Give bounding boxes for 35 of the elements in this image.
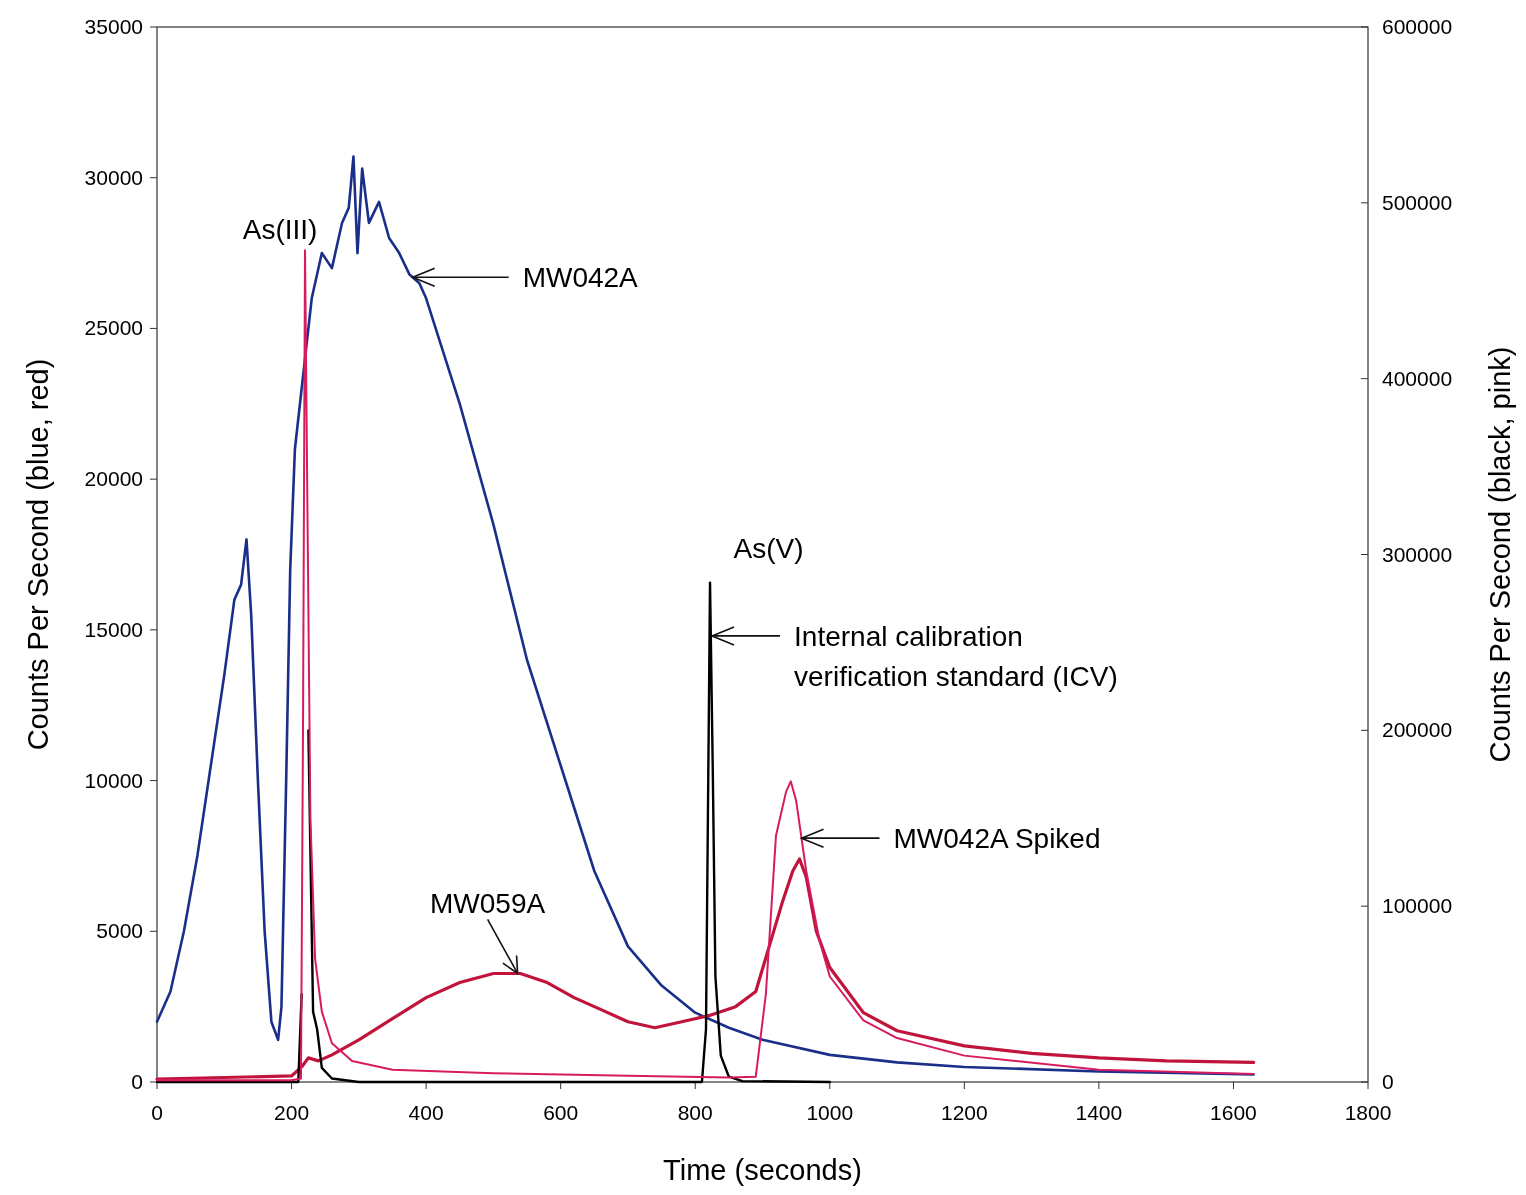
y-tick-label: 15000 xyxy=(84,617,143,641)
y2-tick-label: 400000 xyxy=(1382,366,1453,390)
y-tick-label: 20000 xyxy=(84,467,143,491)
x-tick-label: 1800 xyxy=(1344,1101,1392,1124)
x-tick-label: 0 xyxy=(151,1101,163,1124)
y2-tick-label: 600000 xyxy=(1382,15,1453,38)
annotation: MW059A xyxy=(430,888,546,920)
y-tick-label: 30000 xyxy=(84,165,143,189)
x-axis-title: Time (seconds) xyxy=(663,1154,862,1186)
y2-tick-label: 500000 xyxy=(1382,190,1453,214)
x-tick-label: 600 xyxy=(543,1101,579,1124)
annotation: As(V) xyxy=(733,533,804,565)
y2-axis-title: Counts Per Second (black, pink) xyxy=(1484,346,1516,763)
annotation: Internal calibration verification standard (ICV) xyxy=(794,620,1118,692)
y-tick-label: 35000 xyxy=(84,15,143,38)
x-tick-label: 1400 xyxy=(1075,1101,1123,1124)
annotation: MW042A xyxy=(522,262,639,294)
x-tick-label: 1200 xyxy=(940,1101,988,1124)
x-tick-label: 1600 xyxy=(1210,1101,1257,1124)
y2-tick-label: 100000 xyxy=(1382,894,1453,918)
line-series xyxy=(155,857,1256,1081)
y-tick-label: 5000 xyxy=(96,919,143,943)
x-tick-label: 400 xyxy=(408,1101,444,1124)
annotation: MW042A Spiked xyxy=(893,823,1101,855)
x-tick-label: 800 xyxy=(677,1101,713,1124)
x-tick-label: 200 xyxy=(274,1101,310,1124)
y2-tick-label: 0 xyxy=(1382,1070,1394,1093)
y2-tick-label: 300000 xyxy=(1382,542,1453,566)
y-tick-label: 25000 xyxy=(84,316,143,340)
y2-tick-label: 200000 xyxy=(1382,718,1453,742)
x-tick-label: 1000 xyxy=(806,1101,854,1124)
y-tick-label: 10000 xyxy=(84,768,143,792)
annotation: As(III) xyxy=(242,213,318,245)
y-tick-label: 0 xyxy=(131,1070,143,1093)
y-axis-title: Counts Per Second (blue, red) xyxy=(22,358,54,751)
